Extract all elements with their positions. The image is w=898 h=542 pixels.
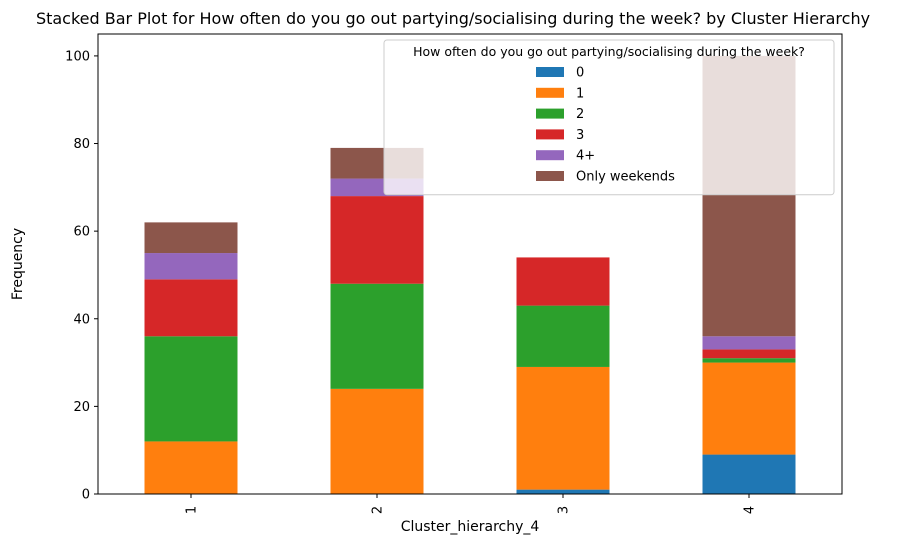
bar-segment-cat4-s3 xyxy=(702,349,796,359)
x-axis-label: Cluster_hierarchy_4 xyxy=(401,519,540,535)
legend-items: 0 1 2 3 4+ Only weekends xyxy=(536,66,675,185)
bar-segment-cat3-s1 xyxy=(516,366,610,490)
y-tick-label: 80 xyxy=(73,137,90,152)
legend-swatch xyxy=(536,87,564,98)
bar-segment-cat3-s2 xyxy=(516,305,610,367)
legend: How often do you go out partying/sociali… xyxy=(383,39,835,196)
legend-label: 3 xyxy=(576,128,584,143)
y-tick-label: 0 xyxy=(82,488,90,503)
legend-swatch xyxy=(536,171,564,181)
bar-segment-cat1-s4 xyxy=(144,253,238,280)
bar-segment-cat4-s4 xyxy=(702,336,796,350)
y-tick-label: 60 xyxy=(73,225,90,240)
legend-swatch xyxy=(536,108,564,119)
x-tick-label: 3 xyxy=(557,506,572,514)
chart-title: Stacked Bar Plot for How often do you go… xyxy=(36,9,870,28)
x-tick-label: 2 xyxy=(371,506,386,514)
bar-segment-cat1-s2 xyxy=(144,336,238,442)
legend-box xyxy=(383,39,835,196)
legend-label: 0 xyxy=(576,66,584,81)
legend-swatch xyxy=(536,129,564,140)
y-axis: 0 20 40 60 80 100 xyxy=(65,49,98,503)
bar-segment-cat4-s1 xyxy=(702,362,796,455)
plot-frame xyxy=(97,33,843,495)
bar-segment-cat4-s0 xyxy=(702,454,796,494)
bar-segment-cat1-s3 xyxy=(144,279,238,337)
bar-segment-cat3-s3 xyxy=(516,257,610,306)
bars-group xyxy=(144,55,796,494)
bar-segment-cat1-s1 xyxy=(144,441,238,494)
y-tick-label: 100 xyxy=(65,49,90,64)
legend-label: 1 xyxy=(576,86,584,101)
legend-title: How often do you go out partying/sociali… xyxy=(413,44,805,59)
legend-swatch xyxy=(536,67,564,77)
bar-segment-cat4-s2 xyxy=(702,358,796,363)
bar-segment-cat2-s1 xyxy=(330,388,424,494)
bar-segment-cat3-s0 xyxy=(516,489,610,494)
legend-label: 4+ xyxy=(576,149,595,164)
y-axis-label: Frequency xyxy=(10,228,26,300)
legend-label: Only weekends xyxy=(576,170,675,185)
y-tick-label: 40 xyxy=(73,312,90,327)
legend-label: 2 xyxy=(576,107,584,122)
bar-segment-cat2-s3 xyxy=(330,196,424,284)
bar-segment-cat1-s5 xyxy=(144,222,238,254)
bar-segment-cat2-s2 xyxy=(330,283,424,389)
x-axis: 1 2 3 4 xyxy=(185,494,758,514)
x-tick-label: 1 xyxy=(185,506,200,514)
x-tick-label: 4 xyxy=(743,506,758,514)
y-tick-label: 20 xyxy=(73,400,90,415)
legend-swatch xyxy=(536,150,564,161)
